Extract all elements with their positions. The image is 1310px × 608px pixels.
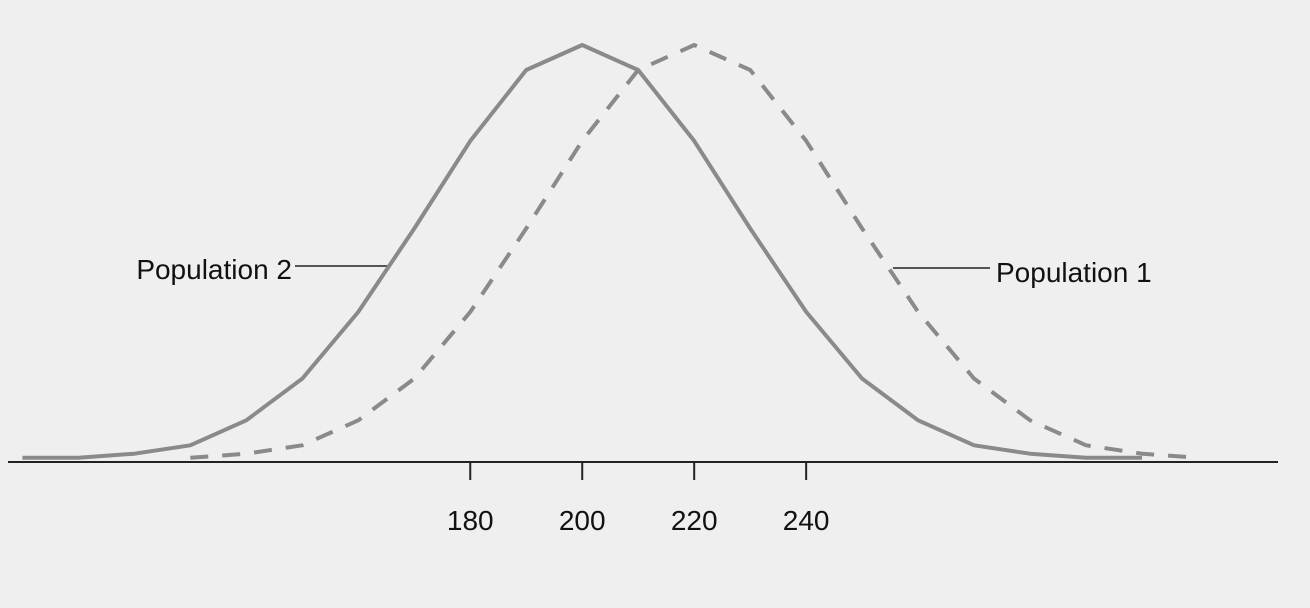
x-tick-label: 220 [671, 505, 718, 536]
x-tick-label: 180 [447, 505, 494, 536]
curve [22, 43, 1143, 460]
curve [190, 43, 1199, 460]
series-label: Population 2 [136, 254, 292, 285]
x-tick-label: 200 [559, 505, 606, 536]
series-label: Population 1 [996, 257, 1152, 288]
x-tick-label: 240 [783, 505, 830, 536]
